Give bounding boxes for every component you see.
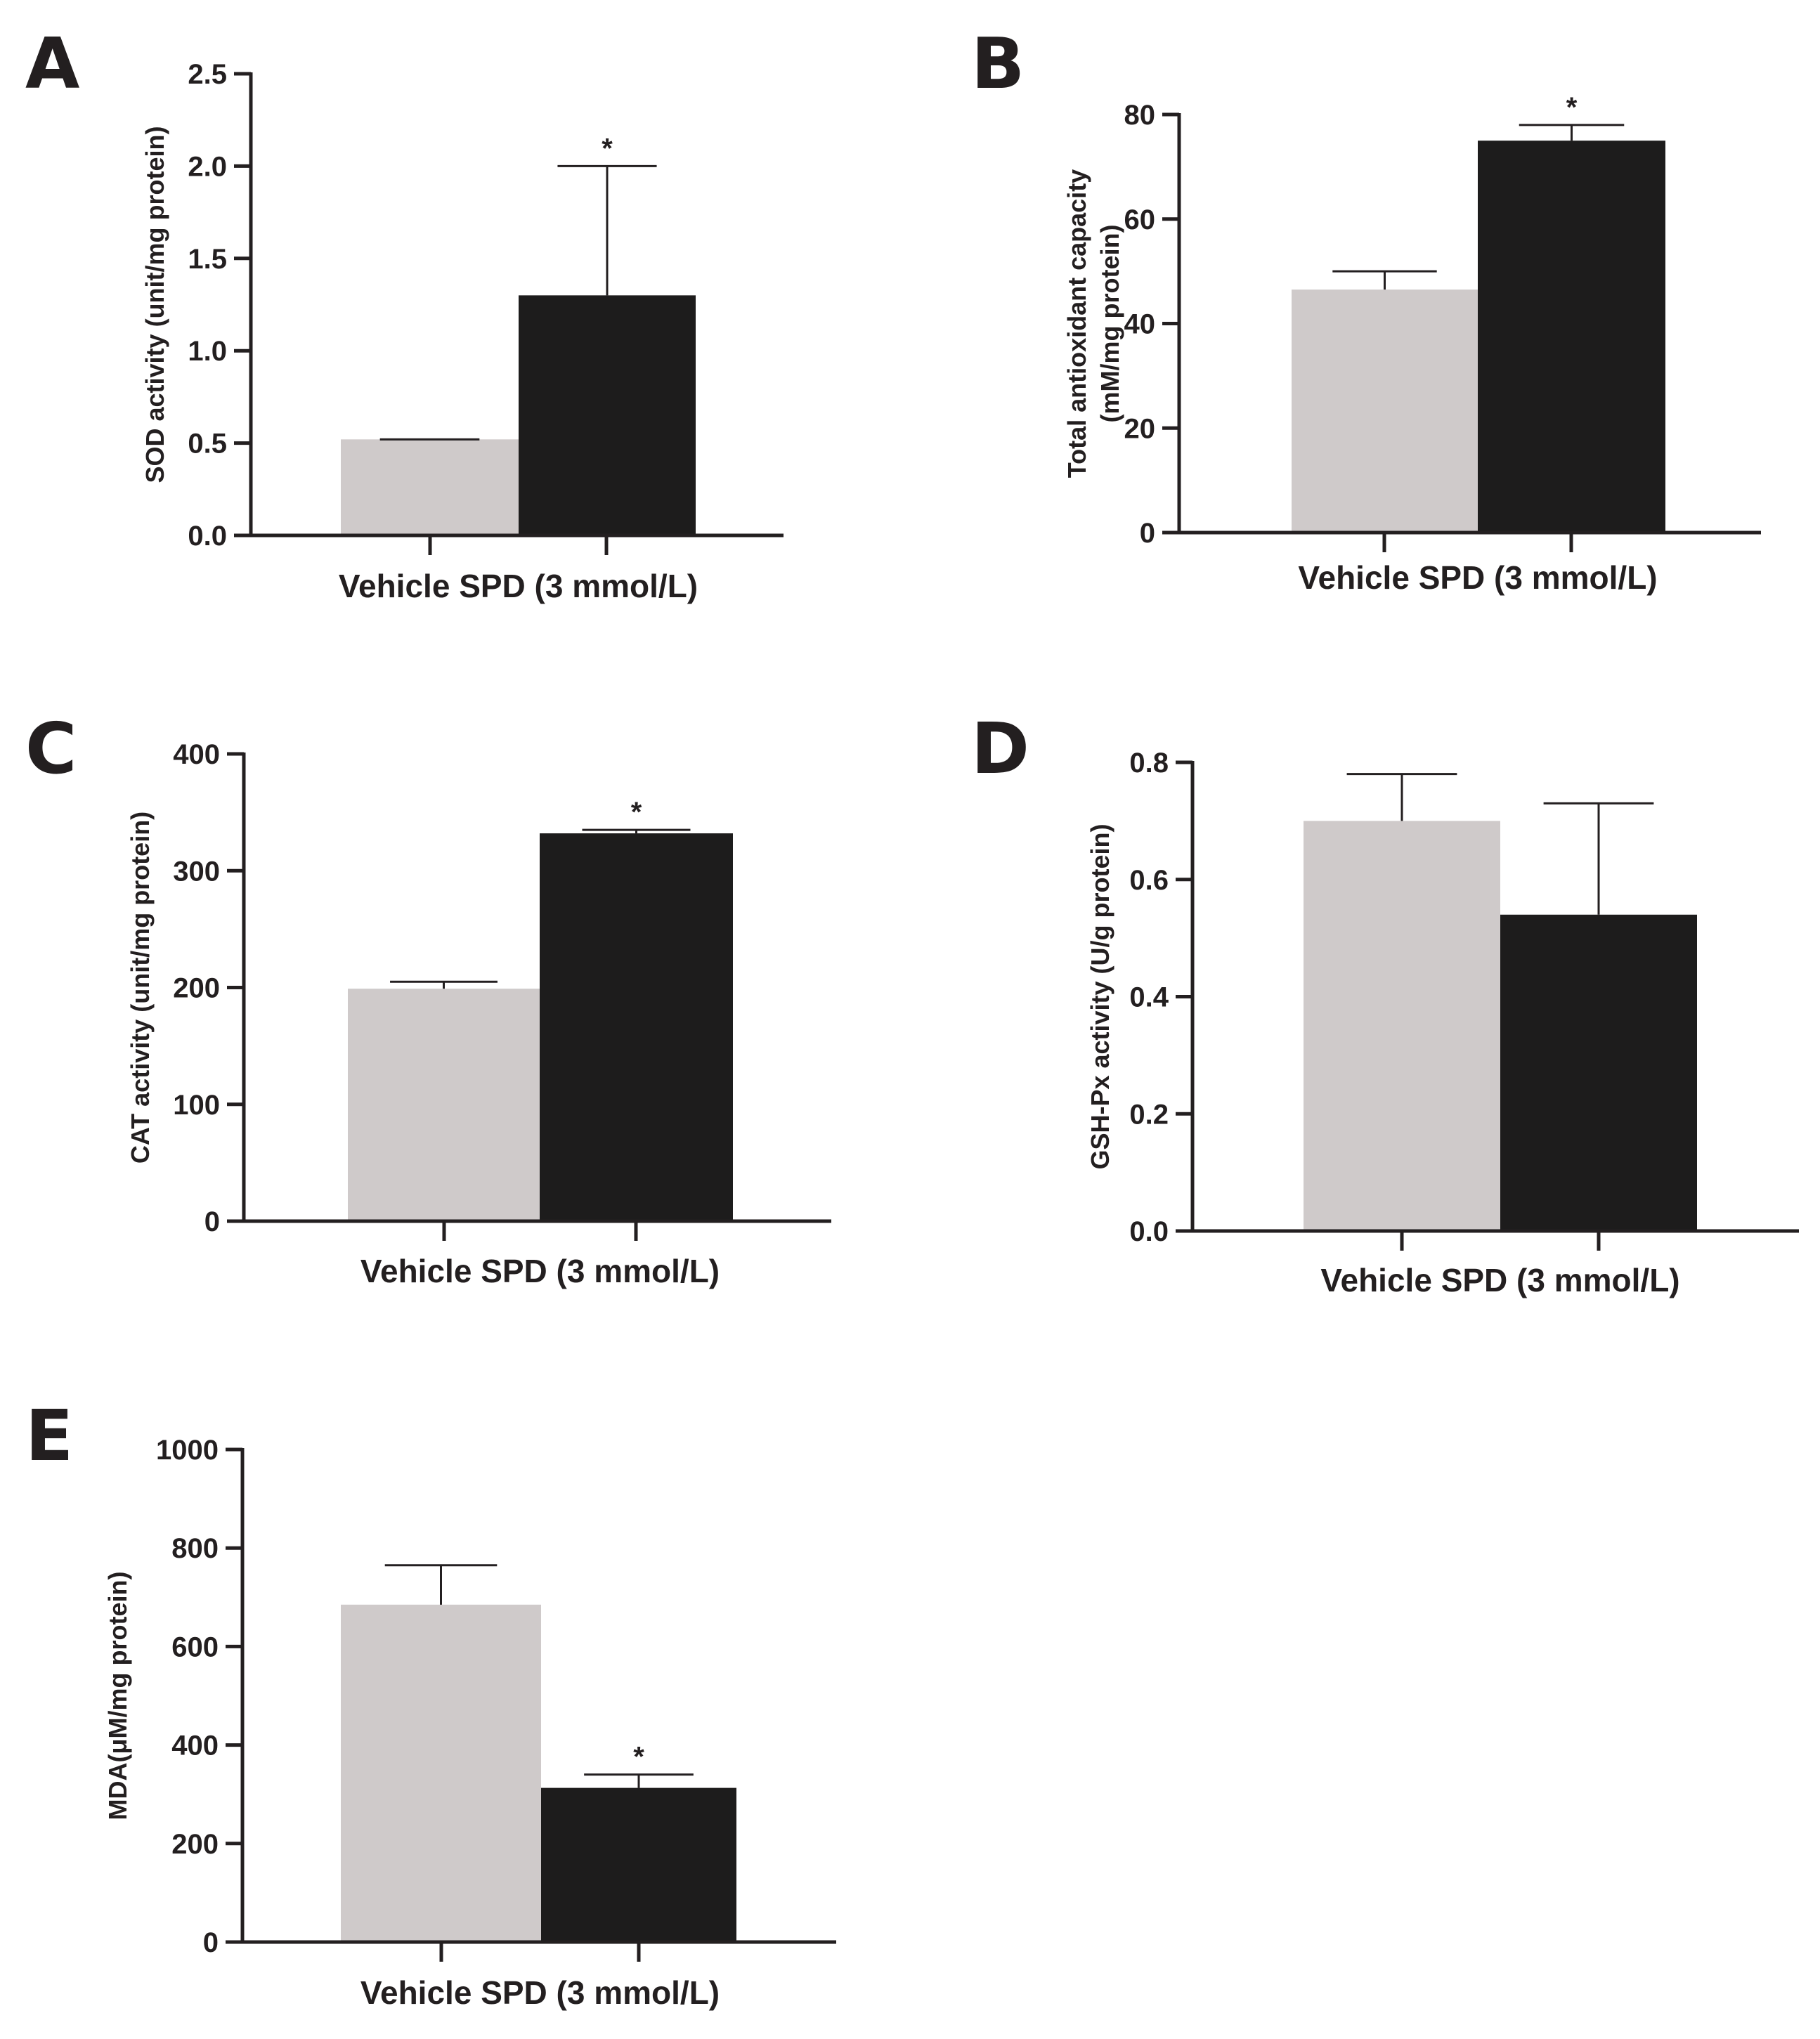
bar-spd [519,295,696,535]
y-tick-label: 100 [173,1090,220,1121]
y-tick-label: 1000 [156,1435,219,1466]
y-tick-label: 0.4 [1129,982,1169,1013]
y-tick-label: 0.0 [188,521,227,552]
y-tick-label: 0.5 [188,429,227,460]
y-tick-label: 400 [171,1731,219,1761]
y-tick-label: 2.0 [188,151,227,182]
y-tick-label: 0 [203,1927,219,1958]
chart-panel-d: D 0.0 0.2 0.4 0.6 0.8 Vehicle SPD (3 mmol/L) GS… [971,708,1799,1298]
y-tick-label: 600 [171,1631,219,1662]
y-tick-label: 80 [1124,100,1156,131]
error-bar-spd [582,828,691,834]
panel-letter: D [971,708,1029,790]
y-axis-title: CAT activity (unit/mg protein) [126,812,155,1164]
panel-letter: A [25,22,79,105]
panel-letter: E [25,1395,73,1477]
error-bar-spd [1519,124,1625,141]
x-axis-title: Vehicle SPD (3 mmol/L) [360,1253,720,1289]
error-bar-vehicle [1346,773,1457,821]
y-axis-title-units: (mM/mg protein) [1096,225,1124,423]
y-tick-label: 400 [173,739,220,770]
significance-marker: * [631,797,642,828]
x-axis-title: Vehicle SPD (3 mmol/L) [1298,559,1657,596]
y-tick-label: 800 [171,1533,219,1564]
y-tick-label: 0.0 [1129,1216,1169,1247]
bar-spd [540,833,733,1221]
bar-vehicle [341,1604,541,1942]
y-tick-label: 300 [173,856,220,887]
x-axis-title: Vehicle SPD (3 mmol/L) [339,568,698,604]
significance-marker: * [602,133,613,164]
panel-letter: C [25,708,77,790]
significance-marker: * [633,1742,644,1773]
bar-spd [1478,141,1665,533]
y-tick-label: 0 [1140,518,1155,549]
y-tick-label: 1.0 [188,336,227,367]
y-tick-label: 0.6 [1129,865,1169,896]
significance-marker: * [1566,92,1578,123]
chart-panel-e: E * 0 200 400 600 800 1000 Vehicle SPD (3 mmol/L… [25,1395,836,2011]
error-bar-vehicle [1332,270,1437,290]
panel-letter: B [971,22,1025,105]
y-tick-label: 1.5 [188,244,227,275]
bar-spd [1500,914,1697,1231]
y-tick-label: 60 [1124,204,1156,235]
y-tick-label: 20 [1124,413,1156,444]
chart-panel-b: B * 0 20 40 60 80 Vehicle SPD (3 mmol/L) Total a… [971,22,1761,596]
y-tick-label: 200 [171,1829,219,1860]
error-bar-spd [557,164,657,296]
y-axis-title: MDA(μM/mg protein) [103,1572,132,1820]
x-axis-title: Vehicle SPD (3 mmol/L) [360,1974,720,2011]
chart-panel-a: A * 0.0 0.5 1.0 1.5 2.0 2.5 Vehicle SPD (3 mmol/… [25,22,784,604]
x-axis-title: Vehicle SPD (3 mmol/L) [1320,1262,1679,1298]
bar-vehicle [1292,289,1478,533]
y-axis-title: Total antioxidant capacity [1062,169,1091,478]
y-axis-title: GSH-Px activity (U/g protein) [1086,823,1114,1169]
y-tick-label: 0.8 [1129,748,1169,779]
y-tick-label: 0 [204,1206,220,1237]
error-bar-spd [584,1773,694,1788]
bar-vehicle [1304,821,1500,1231]
error-bar-spd [1543,802,1654,915]
y-tick-label: 0.2 [1129,1099,1169,1130]
y-tick-label: 2.5 [188,59,227,90]
chart-panel-c: C * 0 100 200 300 400 Vehicle SPD (3 mmol/L) CAT… [25,708,831,1289]
bar-spd [541,1787,736,1942]
error-bar-vehicle [384,1564,498,1605]
bar-vehicle [348,989,540,1221]
y-tick-label: 200 [173,973,220,1004]
bar-vehicle [341,439,519,535]
error-bar-vehicle [390,980,498,989]
y-axis-title: SOD activity (unit/mg protein) [141,126,169,483]
y-tick-label: 40 [1124,309,1156,340]
